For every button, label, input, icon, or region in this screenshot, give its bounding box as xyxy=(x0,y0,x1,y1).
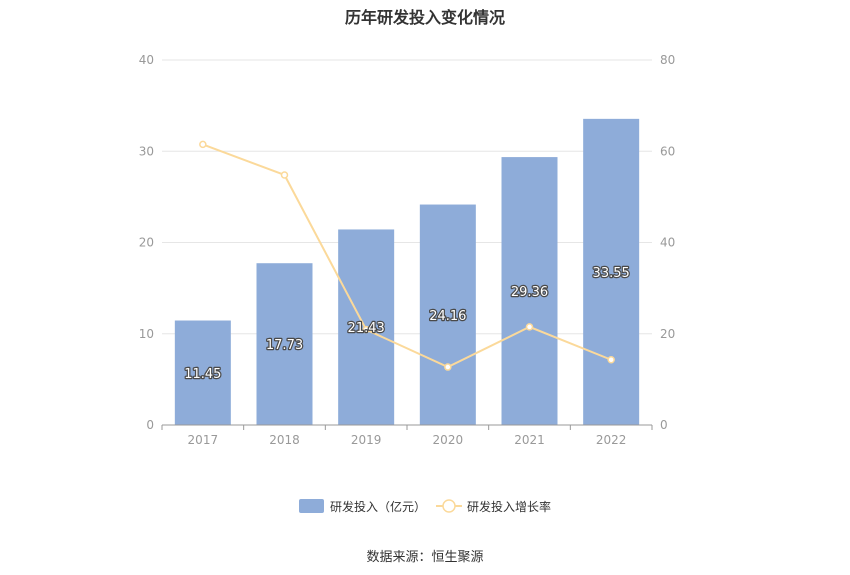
bar-value-label: 21.43 xyxy=(348,321,385,336)
bar xyxy=(174,320,231,425)
bar xyxy=(419,204,476,425)
y-left-tick-label: 40 xyxy=(139,53,154,67)
y-left-tick-label: 10 xyxy=(139,327,154,341)
bar xyxy=(501,157,558,425)
growth-point xyxy=(362,325,370,334)
y-left-tick-label: 0 xyxy=(146,418,154,432)
data-source: 数据来源：恒生聚源 xyxy=(366,550,484,565)
y-left-tick-label: 30 xyxy=(139,144,154,158)
x-tick-label: 2017 xyxy=(188,433,219,447)
bar-value-label: 33.55 xyxy=(593,266,630,281)
x-tick-label: 2018 xyxy=(269,433,300,447)
x-tick-label: 2022 xyxy=(596,433,627,447)
bar-value-label: 11.45 xyxy=(184,367,221,382)
growth-point xyxy=(607,356,615,364)
growth-point xyxy=(444,363,452,371)
growth-point xyxy=(280,171,289,179)
y-right-tick-label: 60 xyxy=(660,144,675,158)
growth-line xyxy=(202,143,612,369)
legend-bar-label: 研发投入（亿元） xyxy=(330,499,426,514)
x-tick-label: 2020 xyxy=(433,433,464,447)
x-tick-label: 2019 xyxy=(351,433,382,447)
x-tick-label: 2021 xyxy=(514,433,545,447)
bar-value-label: 24.16 xyxy=(429,309,466,324)
chart-title: 历年研发投入变化情况 xyxy=(344,8,505,27)
bar-value-label: 29.36 xyxy=(511,285,548,300)
growth-point xyxy=(199,140,207,149)
y-right-tick-label: 20 xyxy=(660,327,675,341)
y-right-tick-label: 40 xyxy=(660,236,675,250)
legend-bar-swatch xyxy=(299,499,324,513)
legend-line-marker xyxy=(442,499,456,513)
bar xyxy=(583,118,640,425)
legend-line-label: 研发投入增长率 xyxy=(467,499,551,514)
bar xyxy=(256,263,313,425)
y-right-tick-label: 80 xyxy=(660,53,675,67)
bar-value-label: 17.73 xyxy=(266,338,303,353)
y-left-tick-label: 20 xyxy=(139,236,154,250)
growth-point xyxy=(525,323,534,331)
y-right-tick-label: 0 xyxy=(660,418,668,432)
